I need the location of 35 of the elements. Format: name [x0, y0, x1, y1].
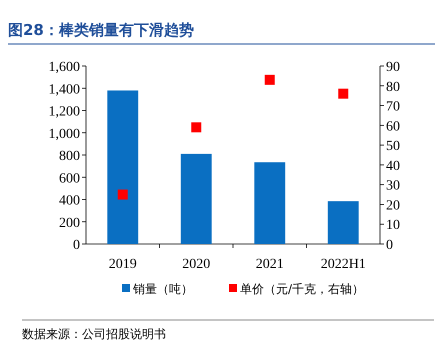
bar: [180, 154, 212, 244]
point: [338, 88, 348, 99]
legend-label: 销量（吨）: [132, 282, 193, 296]
title: 图28：棒类销量有下滑趋势: [8, 21, 194, 39]
y2-tick-label: 70: [386, 100, 400, 115]
y-tick-label: 1,000: [48, 126, 80, 142]
y2-tick-label: 30: [386, 178, 400, 194]
point: [118, 190, 128, 200]
source-note: 数据来源：公司招股说明书: [22, 327, 166, 341]
point: [264, 74, 275, 85]
y2-tick-label: 20: [386, 198, 400, 214]
y2-tick-label: 50: [386, 139, 400, 154]
point: [191, 122, 202, 132]
legend-label: 单价（元/千克，右轴）: [240, 282, 364, 296]
x-tick-label: 2020: [182, 257, 210, 272]
y2-tick-label: 40: [386, 158, 400, 174]
y2-tick-label: 90: [386, 60, 400, 75]
y-tick-label: 800: [59, 149, 80, 164]
y-tick-label: 1,400: [48, 82, 80, 98]
y2-tick-label: 60: [386, 119, 400, 134]
y2-tick-label: 10: [386, 218, 400, 234]
bar: [107, 90, 138, 244]
y-tick-label: 1,200: [48, 104, 80, 120]
y-tick-label: 0: [73, 238, 80, 253]
y-tick-label: 400: [59, 194, 80, 208]
bar: [254, 162, 286, 244]
y-tick-label: 1,600: [48, 60, 80, 75]
x-tick-label: 2021: [256, 257, 284, 272]
y2-tick-label: 0: [386, 238, 393, 253]
x-tick-label: 2022H1: [320, 257, 366, 272]
y2-tick-label: 80: [386, 80, 400, 95]
x-tick-label: 2019: [108, 257, 137, 272]
y-tick-label: 600: [59, 171, 80, 186]
bar: [328, 201, 359, 244]
y-tick-label: 200: [59, 216, 80, 231]
